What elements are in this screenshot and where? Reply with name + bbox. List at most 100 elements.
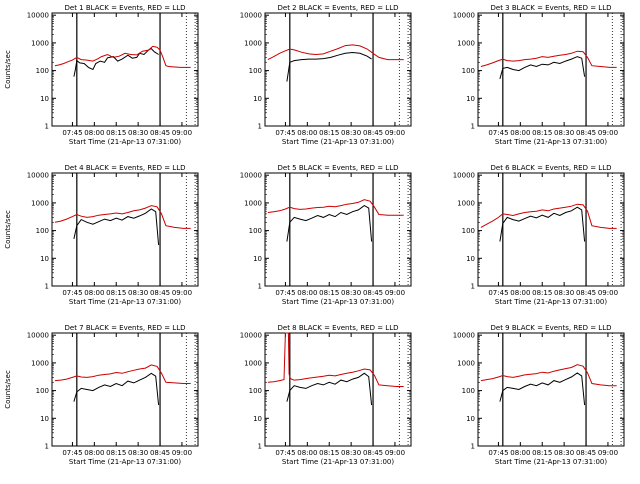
x-axis-label: Start Time (21-Apr-13 07:31:00) [282, 138, 394, 146]
x-axis-label: Start Time (21-Apr-13 07:31:00) [495, 458, 607, 466]
y-tick-label: 1 [45, 443, 49, 451]
x-axis-label: Start Time (21-Apr-13 07:31:00) [282, 458, 394, 466]
chart-title: Det 5 BLACK = Events, RED = LLD [278, 164, 399, 172]
chart-panel-2: Det 2 BLACK = Events, RED = LLD 1 10 100 100… [240, 4, 412, 146]
chart-title: Det 4 BLACK = Events, RED = LLD [65, 164, 186, 172]
series-line-lld [267, 199, 404, 216]
series-line-events [499, 206, 586, 242]
y-tick-label: 10000 [240, 332, 262, 340]
series-line-events [286, 372, 373, 406]
chart-title: Det 6 BLACK = Events, RED = LLD [491, 164, 612, 172]
x-tick-label: 09:00 [172, 449, 192, 457]
x-tick-label: 08:45 [576, 129, 596, 137]
x-tick-label: 08:00 [510, 449, 530, 457]
series-line-lld [267, 44, 404, 61]
x-tick-label: 09:00 [385, 129, 405, 137]
series-line-lld [54, 205, 191, 229]
series-line-events [286, 205, 373, 242]
x-tick-label: 09:00 [598, 449, 618, 457]
x-tick-label: 08:15 [106, 129, 126, 137]
y-tick-label: 10 [40, 255, 49, 263]
x-tick-label: 08:45 [150, 449, 170, 457]
x-tick-label: 09:00 [598, 129, 618, 137]
y-axis-label: Counts/sec [4, 210, 12, 249]
plot-frame [51, 172, 199, 287]
series-line-events [499, 56, 586, 80]
y-axis-label: Counts/sec [4, 370, 12, 409]
chart-title: Det 9 BLACK = Events, RED = LLD [491, 324, 612, 332]
series-line-lld [267, 332, 404, 387]
series-line-lld [54, 364, 191, 384]
x-tick-label: 08:45 [576, 289, 596, 297]
x-tick-label: 08:30 [128, 289, 148, 297]
y-tick-label: 100 [462, 227, 475, 235]
x-tick-label: 08:00 [510, 289, 530, 297]
plot-frame [264, 172, 412, 287]
y-tick-label: 1000 [244, 39, 262, 47]
y-tick-label: 1000 [31, 199, 49, 207]
x-tick-label: 08:15 [319, 449, 339, 457]
x-tick-label: 08:45 [150, 129, 170, 137]
x-tick-label: 08:00 [84, 449, 104, 457]
y-tick-label: 1000 [244, 359, 262, 367]
plot-frame [264, 12, 412, 127]
x-tick-label: 08:15 [106, 289, 126, 297]
plot-frame [477, 172, 625, 287]
y-tick-label: 10000 [27, 12, 49, 20]
y-tick-label: 100 [36, 227, 49, 235]
x-axis-label: Start Time (21-Apr-13 07:31:00) [282, 298, 394, 306]
series-line-events [286, 51, 372, 82]
x-tick-label: 09:00 [598, 289, 618, 297]
y-tick-label: 1 [471, 123, 475, 131]
plot-frame [51, 332, 199, 447]
x-tick-label: 08:15 [532, 289, 552, 297]
y-tick-label: 10 [40, 95, 49, 103]
x-tick-label: 09:00 [385, 449, 405, 457]
y-tick-label: 10000 [453, 12, 475, 20]
x-tick-label: 08:30 [128, 129, 148, 137]
y-tick-label: 100 [249, 387, 262, 395]
series-line-lld [480, 203, 617, 229]
y-tick-label: 1 [258, 283, 262, 291]
x-tick-label: 07:45 [488, 449, 508, 457]
y-tick-label: 10000 [453, 172, 475, 180]
x-tick-label: 08:30 [128, 449, 148, 457]
x-tick-label: 08:00 [84, 129, 104, 137]
y-tick-label: 10000 [240, 12, 262, 20]
y-tick-label: 100 [36, 67, 49, 75]
chart-panel-7: Det 7 BLACK = Events, RED = LLD 1 10 100 100… [4, 324, 199, 466]
x-tick-label: 08:30 [341, 449, 361, 457]
y-tick-label: 10000 [453, 332, 475, 340]
x-axis-label: Start Time (21-Apr-13 07:31:00) [69, 138, 181, 146]
chart-title: Det 2 BLACK = Events, RED = LLD [278, 4, 399, 12]
x-tick-label: 07:45 [62, 129, 82, 137]
y-tick-label: 10 [466, 95, 475, 103]
x-tick-label: 08:45 [363, 129, 383, 137]
series-line-events [73, 208, 160, 246]
y-tick-label: 10000 [240, 172, 262, 180]
x-tick-label: 09:00 [172, 289, 192, 297]
chart-title: Det 1 BLACK = Events, RED = LLD [65, 4, 186, 12]
y-tick-label: 10000 [27, 172, 49, 180]
y-tick-label: 10 [253, 95, 262, 103]
y-tick-label: 10 [40, 415, 49, 423]
y-axis-label: Counts/sec [4, 50, 12, 89]
x-tick-label: 08:45 [150, 289, 170, 297]
y-tick-label: 1 [45, 283, 49, 291]
chart-title: Det 8 BLACK = Events, RED = LLD [278, 324, 399, 332]
x-tick-label: 07:45 [275, 449, 295, 457]
x-tick-label: 08:30 [554, 129, 574, 137]
y-tick-label: 1000 [31, 39, 49, 47]
x-axis-label: Start Time (21-Apr-13 07:31:00) [69, 298, 181, 306]
x-tick-label: 08:15 [532, 129, 552, 137]
y-tick-label: 100 [249, 227, 262, 235]
x-tick-label: 08:15 [319, 289, 339, 297]
y-tick-label: 1 [45, 123, 49, 131]
x-tick-label: 09:00 [172, 129, 192, 137]
y-tick-label: 100 [36, 387, 49, 395]
y-tick-label: 1 [258, 443, 262, 451]
x-tick-label: 07:45 [275, 129, 295, 137]
x-tick-label: 08:30 [554, 289, 574, 297]
x-tick-label: 07:45 [275, 289, 295, 297]
